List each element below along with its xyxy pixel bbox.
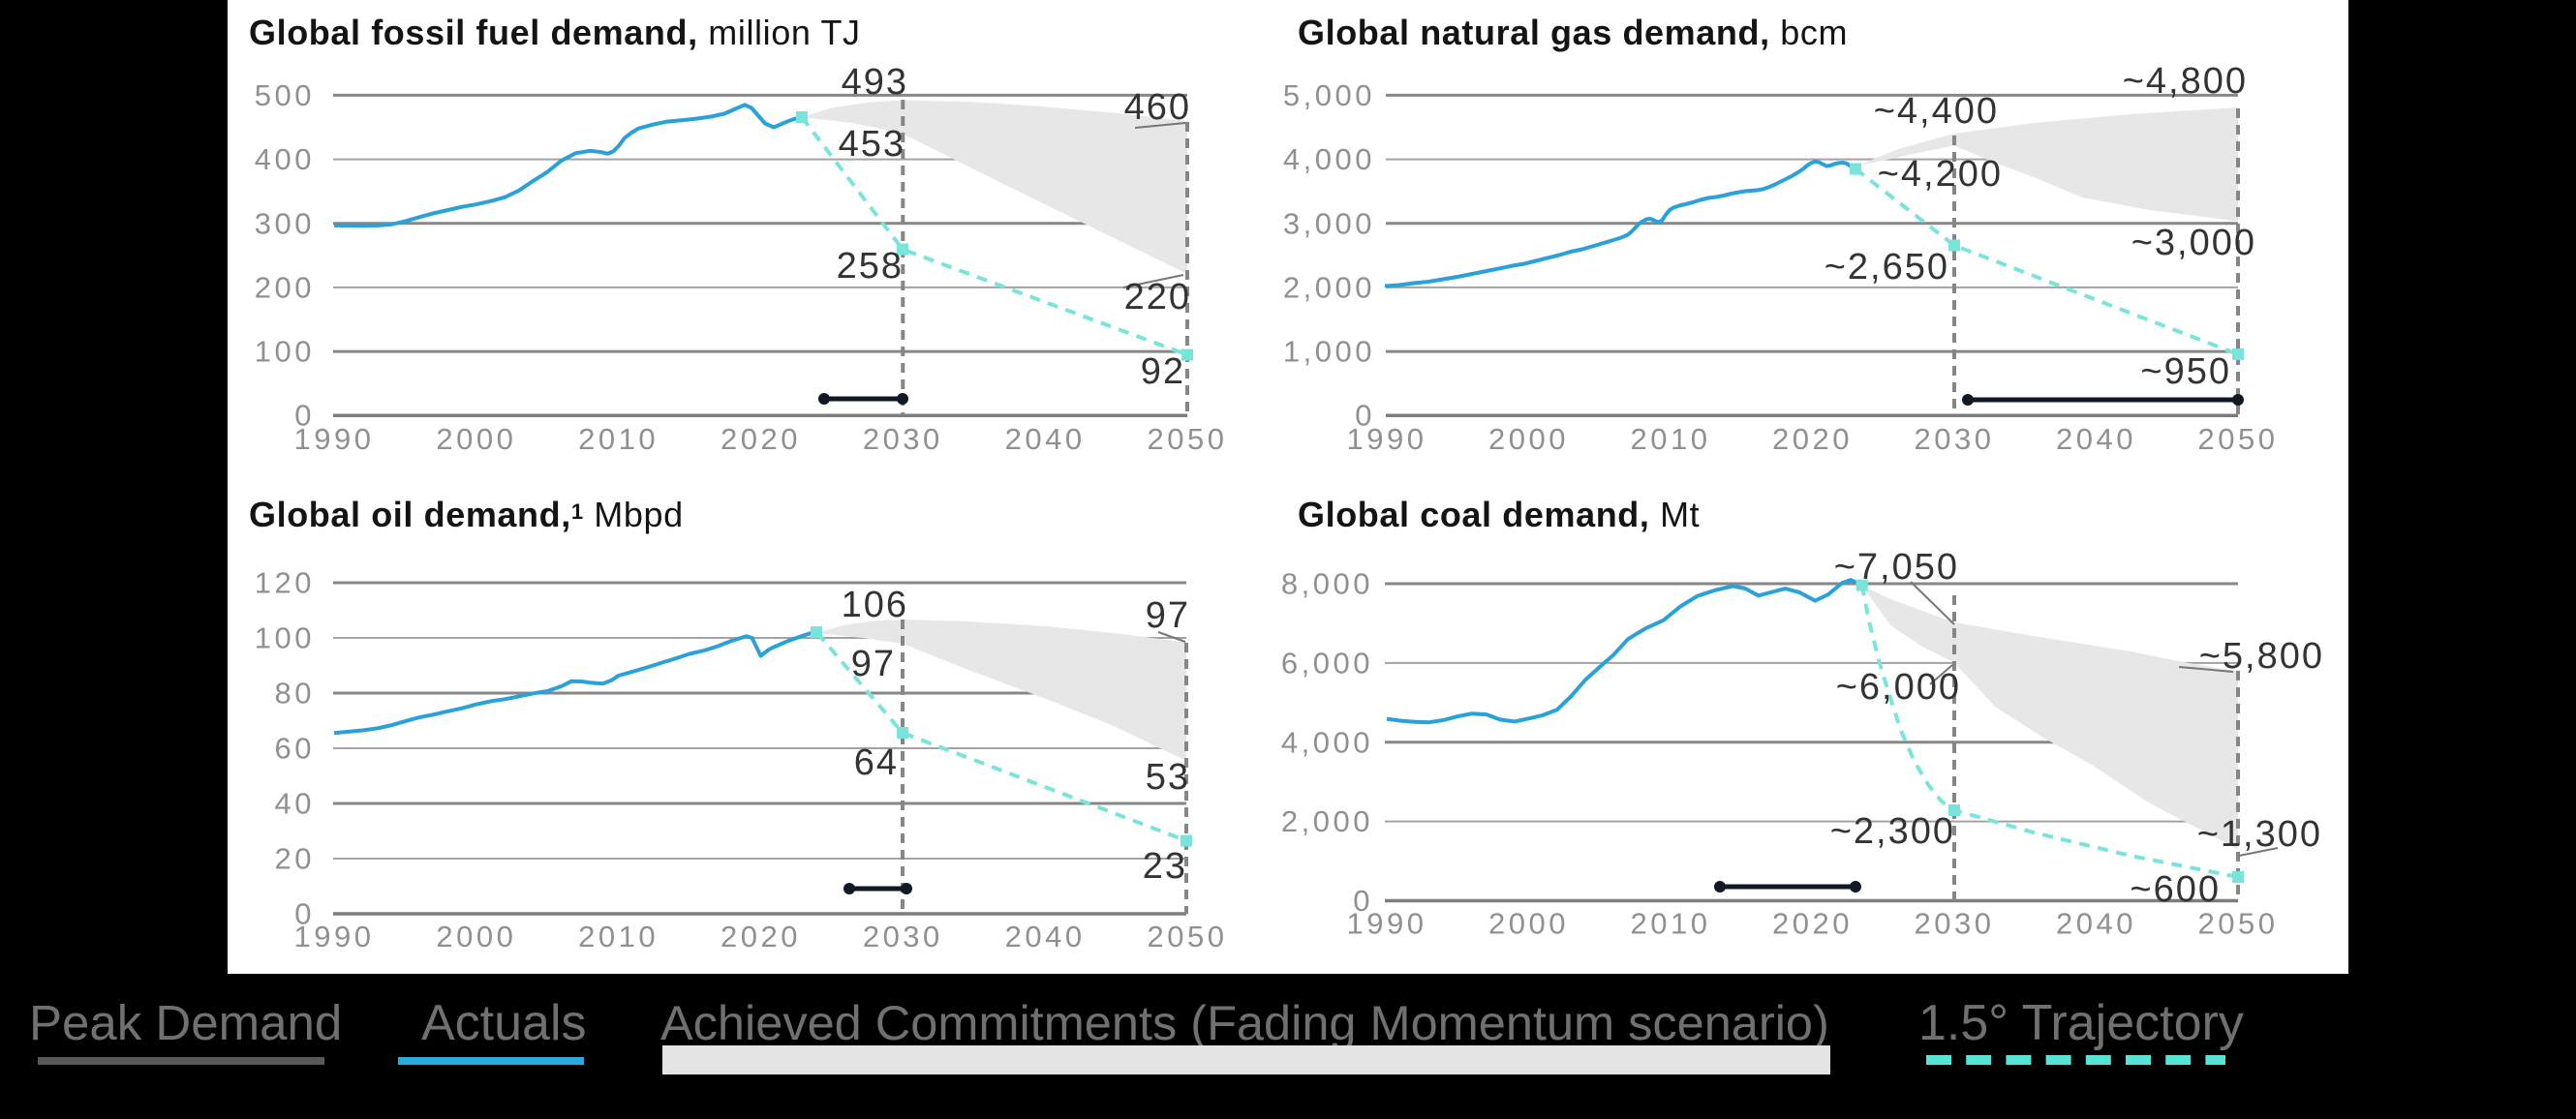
svg-text:Achieved Commitments (Fading M: Achieved Commitments (Fading Momentum sc… <box>660 995 1829 1050</box>
svg-text:0: 0 <box>1353 884 1373 918</box>
svg-text:1990: 1990 <box>1347 422 1427 456</box>
svg-text:1,000: 1,000 <box>1283 335 1375 369</box>
svg-text:~2,650: ~2,650 <box>1825 247 1949 287</box>
svg-text:460: 460 <box>1124 87 1191 128</box>
svg-text:64: 64 <box>854 742 899 783</box>
svg-text:2030: 2030 <box>863 920 943 953</box>
svg-text:2050: 2050 <box>1147 920 1227 953</box>
svg-text:200: 200 <box>255 270 315 304</box>
svg-text:5,000: 5,000 <box>1283 78 1375 112</box>
svg-text:2040: 2040 <box>2056 907 2136 941</box>
svg-text:300: 300 <box>255 206 315 240</box>
svg-text:2020: 2020 <box>721 920 801 953</box>
svg-text:500: 500 <box>255 78 315 112</box>
svg-text:97: 97 <box>1146 595 1190 636</box>
svg-text:100: 100 <box>255 621 315 655</box>
svg-text:120: 120 <box>255 566 315 600</box>
svg-text:2040: 2040 <box>1005 920 1086 953</box>
svg-text:106: 106 <box>842 585 908 625</box>
svg-text:~4,200: ~4,200 <box>1878 154 2003 195</box>
svg-text:~4,400: ~4,400 <box>1874 91 1999 132</box>
svg-text:2010: 2010 <box>1631 907 1711 941</box>
svg-text:~6,000: ~6,000 <box>1836 667 1961 708</box>
svg-text:2000: 2000 <box>1488 422 1569 456</box>
svg-text:6,000: 6,000 <box>1281 646 1373 680</box>
svg-text:~3,000: ~3,000 <box>2131 223 2256 263</box>
svg-text:~4,800: ~4,800 <box>2123 61 2248 102</box>
svg-text:Peak Demand: Peak Demand <box>29 995 342 1050</box>
svg-text:2010: 2010 <box>578 920 659 953</box>
svg-text:2,000: 2,000 <box>1283 270 1375 304</box>
svg-text:1990: 1990 <box>294 422 375 456</box>
svg-text:493: 493 <box>842 62 908 103</box>
svg-text:Global natural gas demand, bcm: Global natural gas demand, bcm <box>1298 13 1848 52</box>
svg-text:2010: 2010 <box>1631 422 1711 456</box>
svg-text:2,000: 2,000 <box>1281 804 1373 838</box>
svg-text:8,000: 8,000 <box>1281 567 1373 601</box>
svg-text:2000: 2000 <box>436 920 516 953</box>
svg-text:53: 53 <box>1146 757 1190 798</box>
svg-text:2030: 2030 <box>863 422 943 456</box>
svg-text:1990: 1990 <box>1347 907 1427 941</box>
svg-text:Global coal demand, Mt: Global coal demand, Mt <box>1298 495 1700 534</box>
svg-text:4,000: 4,000 <box>1281 725 1373 759</box>
svg-text:2000: 2000 <box>1488 907 1569 941</box>
svg-text:2030: 2030 <box>1915 907 1995 941</box>
svg-text:0: 0 <box>1355 399 1375 433</box>
svg-text:2050: 2050 <box>2198 907 2279 941</box>
svg-text:400: 400 <box>255 142 315 176</box>
svg-text:Global oil demand,1 Mbpd: Global oil demand,1 Mbpd <box>249 495 684 534</box>
svg-text:Actuals: Actuals <box>421 995 587 1051</box>
svg-text:~7,050: ~7,050 <box>1834 547 1959 588</box>
svg-text:4,000: 4,000 <box>1283 142 1375 176</box>
svg-text:1990: 1990 <box>294 920 375 953</box>
svg-text:40: 40 <box>275 787 315 821</box>
svg-text:92: 92 <box>1141 351 1185 392</box>
svg-text:0: 0 <box>294 399 315 433</box>
svg-text:2020: 2020 <box>1772 422 1853 456</box>
svg-text:Global fossil fuel demand, mil: Global fossil fuel demand, million TJ <box>249 13 861 52</box>
svg-text:2040: 2040 <box>1005 422 1086 456</box>
svg-text:3,000: 3,000 <box>1283 206 1375 240</box>
svg-text:220: 220 <box>1124 277 1191 318</box>
svg-text:2020: 2020 <box>721 422 801 456</box>
svg-text:2020: 2020 <box>1772 907 1853 941</box>
svg-text:80: 80 <box>275 677 315 711</box>
svg-text:~950: ~950 <box>2140 351 2231 392</box>
svg-text:~5,800: ~5,800 <box>2199 636 2324 677</box>
svg-text:97: 97 <box>851 644 896 684</box>
svg-text:2040: 2040 <box>2056 422 2136 456</box>
svg-text:20: 20 <box>275 842 315 876</box>
svg-text:60: 60 <box>275 732 315 766</box>
svg-text:2050: 2050 <box>2198 422 2279 456</box>
svg-text:~2,300: ~2,300 <box>1830 811 1955 852</box>
svg-text:~1,300: ~1,300 <box>2197 814 2322 855</box>
svg-text:2010: 2010 <box>578 422 659 456</box>
svg-text:100: 100 <box>255 335 315 369</box>
svg-text:258: 258 <box>837 246 904 287</box>
svg-text:2000: 2000 <box>436 422 516 456</box>
svg-text:0: 0 <box>294 897 315 931</box>
svg-text:2050: 2050 <box>1147 422 1227 456</box>
svg-text:1.5° Trajectory: 1.5° Trajectory <box>1918 995 2244 1051</box>
svg-text:23: 23 <box>1143 846 1187 887</box>
svg-text:2030: 2030 <box>1915 422 1995 456</box>
svg-text:453: 453 <box>839 124 905 165</box>
svg-text:~600: ~600 <box>2130 869 2221 910</box>
